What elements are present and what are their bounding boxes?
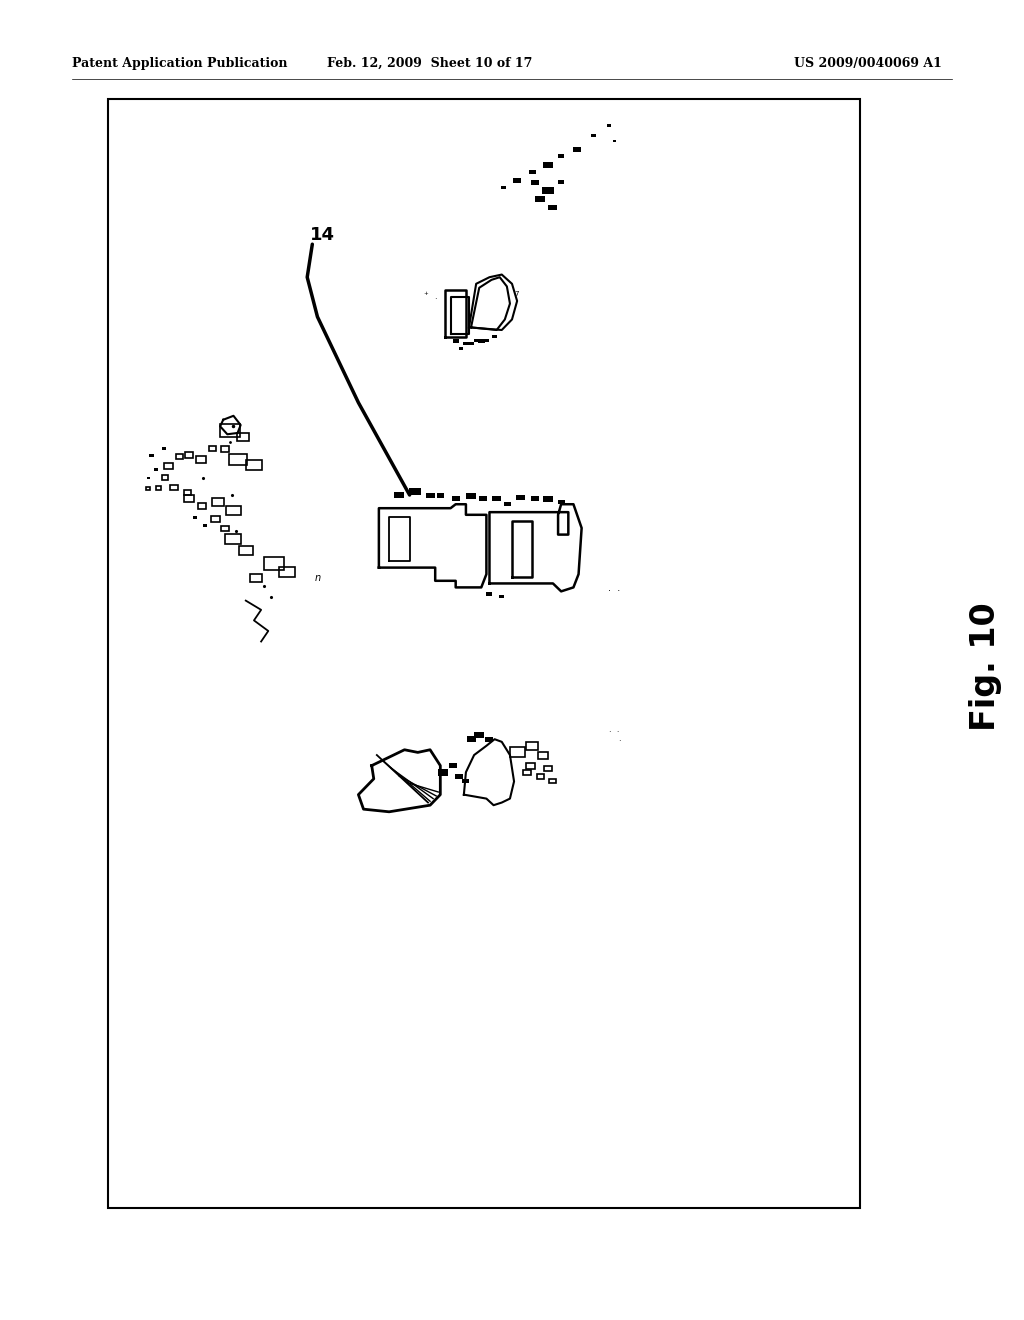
Bar [246,459,262,470]
Bar [210,446,216,451]
Bar [526,742,539,750]
Bar [550,779,556,784]
Bar [225,533,242,544]
Bar [211,516,219,521]
FancyBboxPatch shape [543,162,553,168]
FancyBboxPatch shape [203,524,207,527]
FancyBboxPatch shape [449,763,457,768]
Text: +: + [424,290,428,296]
Bar [510,747,524,758]
FancyBboxPatch shape [466,494,476,499]
FancyBboxPatch shape [505,502,511,507]
Bar [220,424,241,437]
FancyBboxPatch shape [493,335,497,338]
Bar [170,484,178,490]
FancyBboxPatch shape [394,492,404,498]
FancyBboxPatch shape [459,347,463,350]
Bar [198,503,206,508]
FancyBboxPatch shape [592,135,596,137]
FancyBboxPatch shape [469,342,473,345]
FancyBboxPatch shape [502,186,506,189]
FancyBboxPatch shape [426,492,434,498]
Bar [162,475,168,480]
Bar [237,433,249,441]
FancyBboxPatch shape [147,477,150,479]
Bar [146,487,151,490]
FancyBboxPatch shape [549,205,557,210]
Bar [184,495,195,503]
Bar [185,453,194,458]
FancyBboxPatch shape [607,124,611,127]
FancyBboxPatch shape [558,499,564,504]
Text: ·: · [434,296,436,304]
FancyBboxPatch shape [474,339,478,342]
Bar [526,763,535,768]
FancyBboxPatch shape [558,153,564,158]
FancyBboxPatch shape [409,487,421,495]
Bar [212,498,224,506]
Bar [196,455,206,463]
FancyBboxPatch shape [454,339,458,342]
FancyBboxPatch shape [572,147,581,152]
FancyBboxPatch shape [463,342,469,345]
Text: Feb. 12, 2009  Sheet 10 of 17: Feb. 12, 2009 Sheet 10 of 17 [328,57,532,70]
FancyBboxPatch shape [500,595,504,598]
FancyBboxPatch shape [467,737,475,742]
Bar [523,770,531,775]
FancyBboxPatch shape [479,496,487,502]
Bar [239,546,253,554]
FancyBboxPatch shape [513,178,521,183]
FancyBboxPatch shape [613,140,615,143]
FancyBboxPatch shape [542,186,554,194]
Text: US 2009/0040069 A1: US 2009/0040069 A1 [795,57,942,70]
Bar [279,566,295,577]
Bar [538,751,548,759]
Bar [544,766,552,771]
Bar [264,557,285,570]
FancyBboxPatch shape [516,495,524,500]
FancyBboxPatch shape [154,469,158,471]
FancyBboxPatch shape [543,496,553,502]
FancyBboxPatch shape [486,591,493,597]
Bar [221,446,229,451]
FancyBboxPatch shape [150,454,154,457]
Bar [226,507,241,515]
FancyBboxPatch shape [478,338,484,343]
FancyBboxPatch shape [558,180,564,185]
FancyBboxPatch shape [485,737,494,742]
Bar [221,525,229,531]
Bar [250,574,262,582]
Text: ·  ·: · · [609,729,620,737]
Bar [165,463,173,469]
Bar [176,454,182,459]
FancyBboxPatch shape [193,516,197,519]
Bar [108,99,860,1208]
FancyBboxPatch shape [453,338,459,343]
Bar [538,774,544,779]
Text: n: n [314,573,321,583]
FancyBboxPatch shape [463,779,469,784]
FancyBboxPatch shape [493,496,501,502]
FancyBboxPatch shape [455,774,463,779]
Text: ·: · [618,738,621,746]
Text: 14: 14 [310,226,335,244]
FancyBboxPatch shape [437,492,443,498]
Text: Fig. 10: Fig. 10 [969,602,1001,731]
FancyBboxPatch shape [474,733,484,738]
Text: 7: 7 [515,292,519,297]
Text: ·  ·: · · [608,586,621,597]
Bar [157,486,161,491]
FancyBboxPatch shape [535,197,545,202]
FancyBboxPatch shape [484,339,488,342]
FancyBboxPatch shape [438,768,449,776]
FancyBboxPatch shape [162,447,166,450]
FancyBboxPatch shape [530,496,539,502]
FancyBboxPatch shape [529,169,536,174]
FancyBboxPatch shape [530,180,539,185]
Bar [228,454,247,465]
Bar [184,490,190,495]
FancyBboxPatch shape [452,496,460,502]
Text: Patent Application Publication: Patent Application Publication [72,57,287,70]
